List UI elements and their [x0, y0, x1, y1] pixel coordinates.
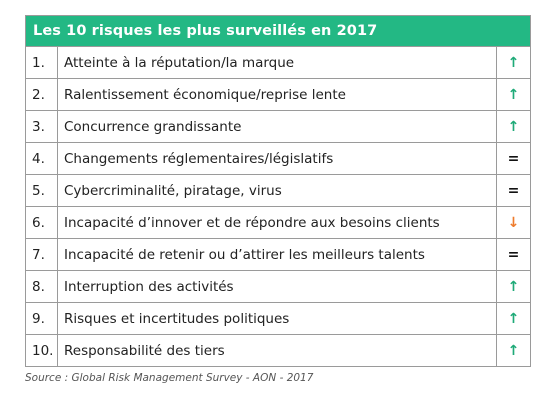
arrow-up-icon: ↑ — [507, 278, 520, 295]
arrow-up-icon: ↑ — [507, 86, 520, 103]
risk-label: Cybercriminalité, piratage, virus — [58, 175, 497, 206]
source-caption: Source : Global Risk Management Survey -… — [25, 372, 314, 384]
risk-label: Concurrence grandissante — [58, 111, 497, 142]
table-row: 7. Incapacité de retenir ou d’attirer les… — [26, 238, 530, 270]
rank-number: 8. — [26, 271, 58, 302]
table-body: 1. Atteinte à la réputation/la marque ↑ 2. R… — [26, 46, 530, 366]
equal-icon: = — [507, 182, 520, 199]
arrow-up-icon: ↑ — [507, 118, 520, 135]
table-row: 4. Changements réglementaires/législatifs… — [26, 142, 530, 174]
table-row: 6. Incapacité d’innover et de répondre au… — [26, 206, 530, 238]
risk-label: Incapacité de retenir ou d’attirer les m… — [58, 239, 497, 270]
rank-number: 4. — [26, 143, 58, 174]
rank-number: 2. — [26, 79, 58, 110]
equal-icon: = — [507, 150, 520, 167]
risk-label: Atteinte à la réputation/la marque — [58, 47, 497, 78]
risk-label: Risques et incertitudes politiques — [58, 303, 497, 334]
table-row: 8. Interruption des activités ↑ — [26, 270, 530, 302]
rank-number: 1. — [26, 47, 58, 78]
arrow-up-icon: ↑ — [507, 342, 520, 359]
table-row: 1. Atteinte à la réputation/la marque ↑ — [26, 46, 530, 78]
table-row: 10. Responsabilité des tiers ↑ — [26, 334, 530, 366]
equal-icon: = — [507, 246, 520, 263]
rank-number: 10. — [26, 335, 58, 366]
rank-number: 6. — [26, 207, 58, 238]
rank-number: 7. — [26, 239, 58, 270]
risk-label: Responsabilité des tiers — [58, 335, 497, 366]
risk-label: Changements réglementaires/législatifs — [58, 143, 497, 174]
table-row: 2. Ralentissement économique/reprise lent… — [26, 78, 530, 110]
table-row: 5. Cybercriminalité, piratage, virus = — [26, 174, 530, 206]
table-title: Les 10 risques les plus surveillés en 20… — [26, 16, 530, 46]
table-row: 3. Concurrence grandissante ↑ — [26, 110, 530, 142]
arrow-down-icon: ↓ — [507, 214, 520, 231]
risk-label: Interruption des activités — [58, 271, 497, 302]
rank-number: 5. — [26, 175, 58, 206]
risk-label: Incapacité d’innover et de répondre aux … — [58, 207, 497, 238]
arrow-up-icon: ↑ — [507, 310, 520, 327]
arrow-up-icon: ↑ — [507, 54, 520, 71]
risk-table: Les 10 risques les plus surveillés en 20… — [25, 15, 531, 367]
table-row: 9. Risques et incertitudes politiques ↑ — [26, 302, 530, 334]
rank-number: 3. — [26, 111, 58, 142]
rank-number: 9. — [26, 303, 58, 334]
risk-label: Ralentissement économique/reprise lente — [58, 79, 497, 110]
